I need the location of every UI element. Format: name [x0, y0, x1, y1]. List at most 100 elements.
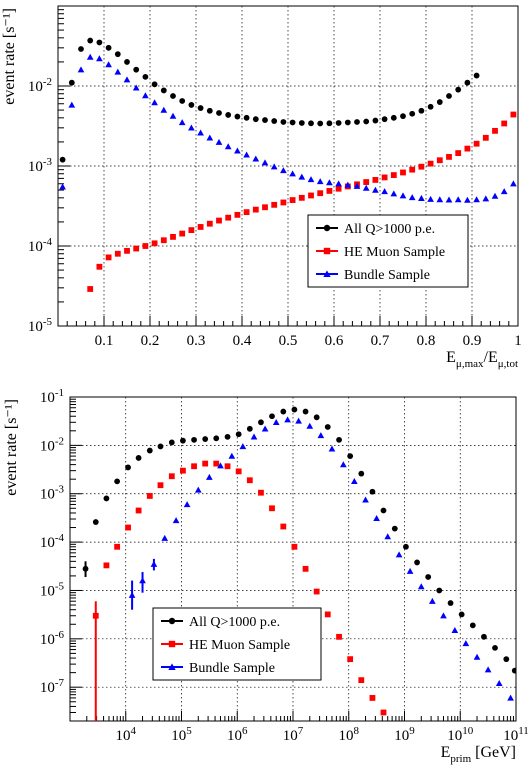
data-point — [168, 473, 175, 480]
data-point — [495, 680, 503, 687]
data-point — [168, 640, 176, 648]
data-point — [92, 612, 99, 619]
data-point — [298, 173, 306, 180]
data-point — [324, 611, 331, 618]
data-point — [454, 196, 462, 203]
data-point — [96, 39, 103, 46]
data-point — [436, 157, 443, 164]
y-tick-label: 10-5 — [28, 316, 53, 335]
data-point — [246, 425, 253, 432]
data-point — [427, 195, 434, 202]
plot-area — [59, 37, 517, 292]
data-point — [492, 644, 498, 651]
data-point — [358, 470, 365, 477]
data-point — [68, 101, 76, 108]
legend-label: HE Muon Sample — [344, 245, 445, 260]
data-point — [323, 224, 331, 232]
data-point — [400, 113, 406, 120]
data-point — [125, 524, 131, 531]
data-point — [464, 196, 471, 203]
series-triangle — [128, 416, 514, 701]
data-point — [261, 159, 269, 166]
data-point — [150, 560, 158, 567]
data-point — [440, 612, 447, 619]
data-point — [269, 413, 275, 420]
y-tick-label: 10-2 — [28, 76, 52, 95]
data-point — [308, 120, 314, 127]
data-point — [179, 98, 186, 104]
data-point — [197, 224, 204, 230]
data-point — [326, 179, 333, 186]
x-tick-label: 1 — [514, 333, 522, 349]
data-point — [234, 113, 241, 120]
data-point — [418, 107, 425, 114]
y-tick-label: 10-7 — [40, 677, 65, 696]
data-point — [215, 138, 223, 145]
series-circle — [59, 37, 480, 163]
chart-top-energy-fraction: 0.1 0.2 0.3 0.4 0.5 0.6 0.7 0.8 0.9 1 10-5 10-4 10-3… — [1, 5, 522, 370]
data-point — [473, 140, 480, 147]
data-point — [105, 61, 112, 68]
data-point — [180, 467, 186, 474]
data-point — [243, 209, 250, 216]
data-point — [503, 656, 510, 663]
data-point — [473, 653, 481, 660]
x-axis-ticks — [69, 711, 517, 721]
data-point — [399, 192, 407, 199]
data-point — [369, 695, 376, 701]
data-point — [246, 477, 253, 484]
data-point — [225, 214, 232, 221]
data-point — [87, 286, 94, 292]
data-point — [335, 120, 342, 126]
data-point — [446, 93, 452, 99]
data-point — [132, 84, 140, 91]
data-point — [335, 180, 342, 187]
data-point — [114, 250, 121, 257]
y-tick-label: 10-1 — [40, 387, 64, 406]
data-point — [408, 194, 416, 201]
data-point — [390, 114, 397, 121]
data-point — [225, 112, 232, 118]
data-point — [77, 66, 85, 73]
legend-label: Bundle Sample — [189, 661, 275, 676]
y-tick-label: 10-4 — [40, 532, 65, 551]
data-point — [298, 194, 305, 201]
data-point — [180, 437, 186, 444]
data-point — [436, 196, 444, 203]
data-point — [206, 473, 213, 480]
x-tick-label: 0.3 — [187, 333, 206, 349]
data-point — [169, 112, 177, 119]
data-point — [372, 177, 379, 183]
data-point — [82, 565, 89, 572]
data-point — [362, 496, 369, 503]
data-point — [511, 667, 516, 674]
data-point — [142, 243, 149, 249]
data-point — [96, 263, 103, 270]
data-point — [507, 694, 514, 701]
data-point — [391, 525, 398, 532]
x-axis-label: Eprim [GeV] — [441, 744, 516, 765]
data-point — [224, 143, 232, 150]
series-circle — [82, 406, 516, 674]
data-point — [381, 116, 388, 123]
data-point — [372, 117, 379, 124]
data-point — [344, 119, 351, 126]
data-point — [170, 93, 176, 99]
data-point — [191, 463, 197, 470]
data-point — [353, 182, 361, 189]
data-point — [482, 134, 489, 141]
data-point — [142, 92, 149, 99]
y-tick-label: 10-2 — [40, 435, 64, 454]
data-point — [135, 507, 142, 514]
legend-label: All Q>1000 p.e. — [189, 615, 280, 630]
data-point — [384, 533, 392, 540]
data-point — [326, 188, 333, 194]
data-point — [170, 233, 176, 240]
data-point — [151, 240, 158, 247]
data-point — [380, 709, 387, 716]
data-point — [87, 37, 94, 44]
plot-area — [82, 406, 516, 721]
data-point — [235, 431, 242, 438]
data-point — [362, 184, 370, 191]
